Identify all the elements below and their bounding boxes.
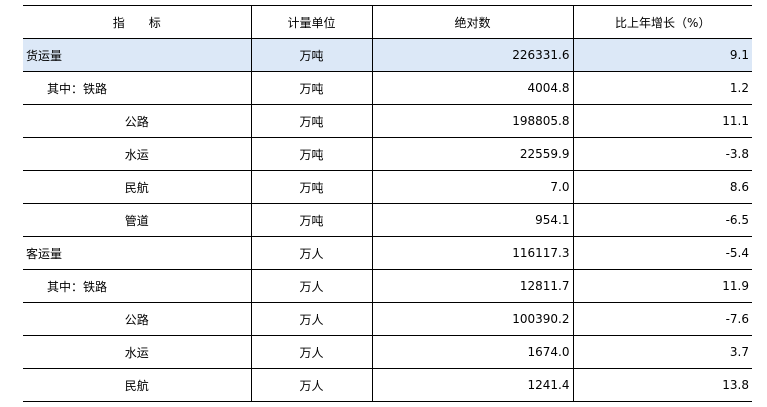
header-indicator: 指 标 [23, 5, 251, 39]
cell-absolute: 12811.7 [371, 269, 573, 303]
table-row: 水运 万人 1674.0 3.7 [23, 335, 752, 369]
cell-growth: 3.7 [572, 335, 752, 369]
cell-absolute: 116117.3 [371, 236, 573, 270]
cell-absolute: 22559.9 [371, 137, 573, 171]
cell-indicator: 水运 [23, 335, 251, 369]
table-row: 民航 万吨 7.0 8.6 [23, 170, 752, 204]
cell-indicator: 其中：铁路 [23, 71, 251, 105]
transport-statistics-table: 指 标 计量单位 绝对数 比上年增长（%） 货运量 万吨 226331.6 9.1 其中… [23, 5, 752, 402]
table-row: 管道 万吨 954.1 -6.5 [23, 203, 752, 237]
cell-absolute: 226331.6 [371, 38, 573, 72]
cell-indicator: 公路 [23, 302, 251, 336]
cell-growth: 11.1 [572, 104, 752, 138]
cell-unit: 万人 [250, 269, 372, 303]
table-row: 公路 万吨 198805.8 11.1 [23, 104, 752, 138]
cell-unit: 万吨 [250, 203, 372, 237]
cell-growth: -7.6 [572, 302, 752, 336]
table-row: 其中：铁路 万吨 4004.8 1.2 [23, 71, 752, 105]
cell-indicator: 水运 [23, 137, 251, 171]
cell-indicator: 公路 [23, 104, 251, 138]
cell-unit: 万吨 [250, 71, 372, 105]
cell-growth: -3.8 [572, 137, 752, 171]
cell-indicator: 民航 [23, 368, 251, 402]
header-row: 指 标 计量单位 绝对数 比上年增长（%） [23, 5, 752, 39]
cell-absolute: 7.0 [371, 170, 573, 204]
cell-absolute: 1241.4 [371, 368, 573, 402]
cell-absolute: 4004.8 [371, 71, 573, 105]
cell-absolute: 100390.2 [371, 302, 573, 336]
cell-absolute: 198805.8 [371, 104, 573, 138]
cell-growth: 8.6 [572, 170, 752, 204]
header-absolute: 绝对数 [371, 5, 573, 39]
cell-indicator: 民航 [23, 170, 251, 204]
cell-unit: 万吨 [250, 170, 372, 204]
cell-indicator: 货运量 [23, 38, 251, 72]
cell-unit: 万吨 [250, 104, 372, 138]
table-row: 公路 万人 100390.2 -7.6 [23, 302, 752, 336]
table-row: 水运 万吨 22559.9 -3.8 [23, 137, 752, 171]
cell-indicator: 管道 [23, 203, 251, 237]
table-row: 客运量 万人 116117.3 -5.4 [23, 236, 752, 270]
header-growth: 比上年增长（%） [572, 5, 752, 39]
cell-unit: 万人 [250, 335, 372, 369]
cell-unit: 万人 [250, 302, 372, 336]
cell-unit: 万人 [250, 236, 372, 270]
cell-unit: 万吨 [250, 38, 372, 72]
cell-unit: 万人 [250, 368, 372, 402]
cell-growth: 1.2 [572, 71, 752, 105]
cell-indicator: 其中：铁路 [23, 269, 251, 303]
cell-growth: 13.8 [572, 368, 752, 402]
table-row: 其中：铁路 万人 12811.7 11.9 [23, 269, 752, 303]
cell-growth: 11.9 [572, 269, 752, 303]
cell-growth: 9.1 [572, 38, 752, 72]
cell-growth: -5.4 [572, 236, 752, 270]
cell-indicator: 客运量 [23, 236, 251, 270]
cell-absolute: 954.1 [371, 203, 573, 237]
table-row: 民航 万人 1241.4 13.8 [23, 368, 752, 402]
cell-unit: 万吨 [250, 137, 372, 171]
header-unit: 计量单位 [250, 5, 372, 39]
cell-absolute: 1674.0 [371, 335, 573, 369]
table-row: 货运量 万吨 226331.6 9.1 [23, 38, 752, 72]
cell-growth: -6.5 [572, 203, 752, 237]
